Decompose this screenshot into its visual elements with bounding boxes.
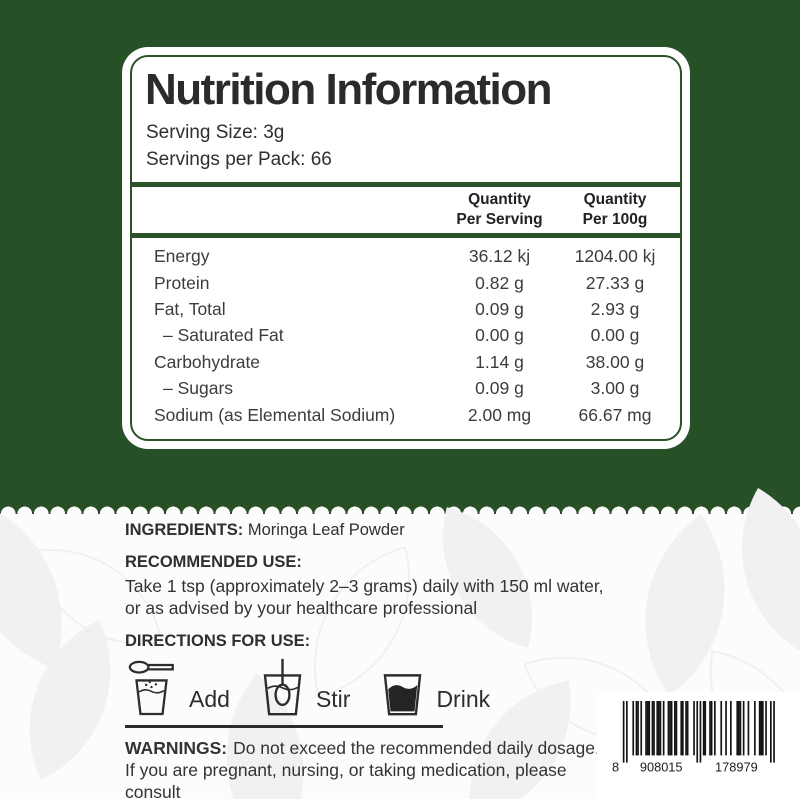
table-row: Fat, Total 0.09 g 2.93 g [154, 298, 640, 319]
nutrition-title: Nutrition Information [145, 65, 553, 114]
table-top-rule [132, 181, 680, 187]
scalloped-edge [0, 500, 800, 514]
warnings-label: WARNINGS: [125, 737, 228, 758]
add-icon [128, 661, 174, 716]
drink-icon [384, 674, 422, 716]
info-section: INGREDIENTS: Moringa Leaf Powder RECOMME… [125, 521, 605, 799]
nutrition-table-body: Energy 36.12 kj 1204.00 kj Protein 0.82 … [132, 238, 680, 439]
column-header-per-100g: Quantity Per 100g [582, 191, 648, 228]
warnings-divider [125, 725, 443, 728]
table-row: Carbohydrate 1.14 g 38.00 g [154, 351, 645, 372]
step-add: Add [125, 659, 230, 716]
nutrition-card-inner: Nutrition Information Serving Size: 3g S… [130, 55, 682, 441]
recommended-use-label: RECOMMENDED USE: [125, 553, 302, 571]
step-drink-label: Drink [436, 686, 491, 713]
serving-size-text: Serving Size: 3g [146, 121, 285, 143]
barcode-panel: 8 908015 178979 [597, 692, 800, 799]
barcode-digits-group2: 178979 [715, 759, 758, 773]
barcode-bars [622, 701, 775, 763]
warnings-line2: If you are pregnant, nursing, or taking … [125, 760, 567, 799]
step-stir: Stir [260, 657, 351, 716]
servings-per-pack-text: Servings per Pack: 66 [146, 148, 332, 170]
table-header: Quantity Per Serving Quantity Per 100g [132, 187, 680, 233]
table-row: – Saturated Fat 0.00 g 0.00 g [163, 325, 640, 346]
barcode-svg: 8 908015 178979 [612, 701, 775, 773]
warnings-line1: Do not exceed the recommended daily dosa… [233, 737, 600, 758]
barcode-digits-group1: 908015 [640, 759, 683, 773]
ingredients-line: INGREDIENTS: Moringa Leaf Powder [125, 521, 605, 540]
step-add-label: Add [189, 686, 230, 713]
warnings-text: WARNINGS: Do not exceed the recommended d… [125, 737, 605, 799]
table-row: Energy 36.12 kj 1204.00 kj [154, 246, 656, 267]
table-row: – Sugars 0.09 g 3.00 g [163, 378, 640, 399]
directions-label: DIRECTIONS FOR USE: [125, 632, 311, 651]
table-row: Sodium (as Elemental Sodium) 2.00 mg 66.… [154, 404, 652, 425]
step-stir-label: Stir [315, 686, 351, 713]
step-drink: Drink [380, 668, 490, 716]
recommended-use-line2: or as advised by your healthcare profess… [125, 597, 478, 618]
ingredients-label: INGREDIENTS: [125, 521, 244, 539]
column-header-per-serving: Quantity Per Serving [456, 191, 543, 228]
stir-icon [263, 659, 302, 716]
recommended-use-line1: Take 1 tsp (approximately 2–3 grams) dai… [125, 576, 604, 596]
serving-info: Serving Size: 3g Servings per Pack: 66 [146, 120, 680, 174]
ingredients-value: Moringa Leaf Powder [247, 521, 405, 539]
barcode-lead-digit: 8 [612, 759, 619, 773]
table-header-rule [132, 232, 680, 238]
nutrition-card: Nutrition Information Serving Size: 3g S… [122, 47, 690, 449]
directions-steps: Add Stir [125, 656, 605, 716]
table-row: Protein 0.82 g 27.33 g [154, 272, 645, 293]
